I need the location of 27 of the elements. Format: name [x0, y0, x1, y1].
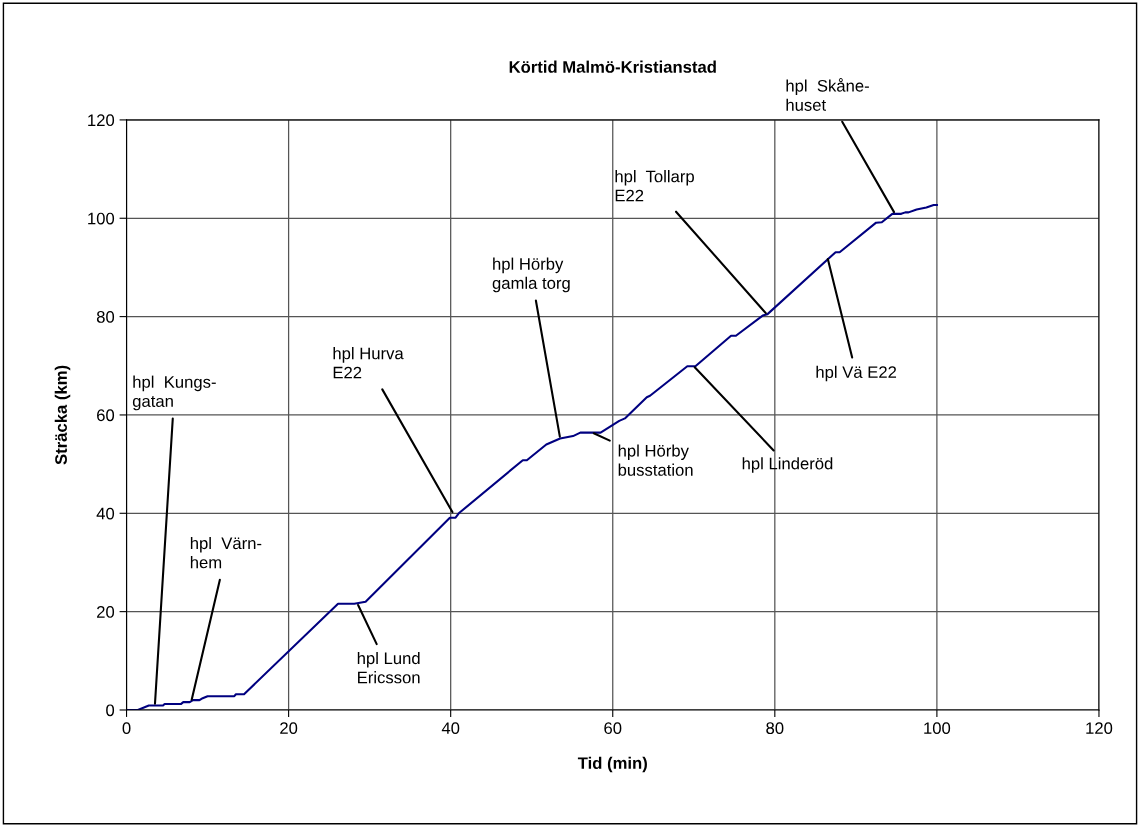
y-tick-label: 100 — [88, 212, 115, 225]
annotation: hpl Lund Ericsson — [357, 651, 420, 684]
x-axis-title: Tid (min) — [577, 756, 647, 773]
annotation: hpl Skåne- huset — [786, 78, 869, 111]
y-tick-label: 60 — [97, 409, 115, 422]
annotation: hpl Kungs- gatan — [132, 375, 216, 411]
y-tick-label: 0 — [106, 704, 115, 717]
annotation: hpl Hörby busstation — [618, 444, 693, 476]
annotation: hpl Hörby gamla torg — [492, 257, 570, 293]
x-tick-label: 120 — [1086, 722, 1113, 735]
annotation: hpl Hurva E22 — [333, 347, 404, 379]
x-tick-label: 100 — [924, 722, 951, 735]
y-axis-title: Sträcka (km) — [54, 365, 71, 465]
x-tick-label: 40 — [441, 722, 460, 735]
y-tick-label: 20 — [97, 606, 115, 618]
chart-title: Körtid Malmö-Kristianstad — [509, 60, 716, 73]
annotation: hpl Linderöd — [742, 457, 833, 473]
x-tick-label: 60 — [604, 722, 622, 735]
annotation: hpl Värn- hem — [190, 536, 262, 569]
x-tick-label: 0 — [122, 722, 131, 735]
x-tick-label: 80 — [766, 722, 784, 735]
annotation: hpl Tollarp E22 — [615, 170, 694, 202]
y-tick-label: 80 — [96, 311, 115, 323]
y-tick-label: 40 — [96, 507, 115, 520]
y-tick-label: 120 — [88, 114, 115, 127]
annotation: hpl Vä E22 — [816, 365, 897, 382]
x-tick-label: 20 — [280, 722, 298, 735]
